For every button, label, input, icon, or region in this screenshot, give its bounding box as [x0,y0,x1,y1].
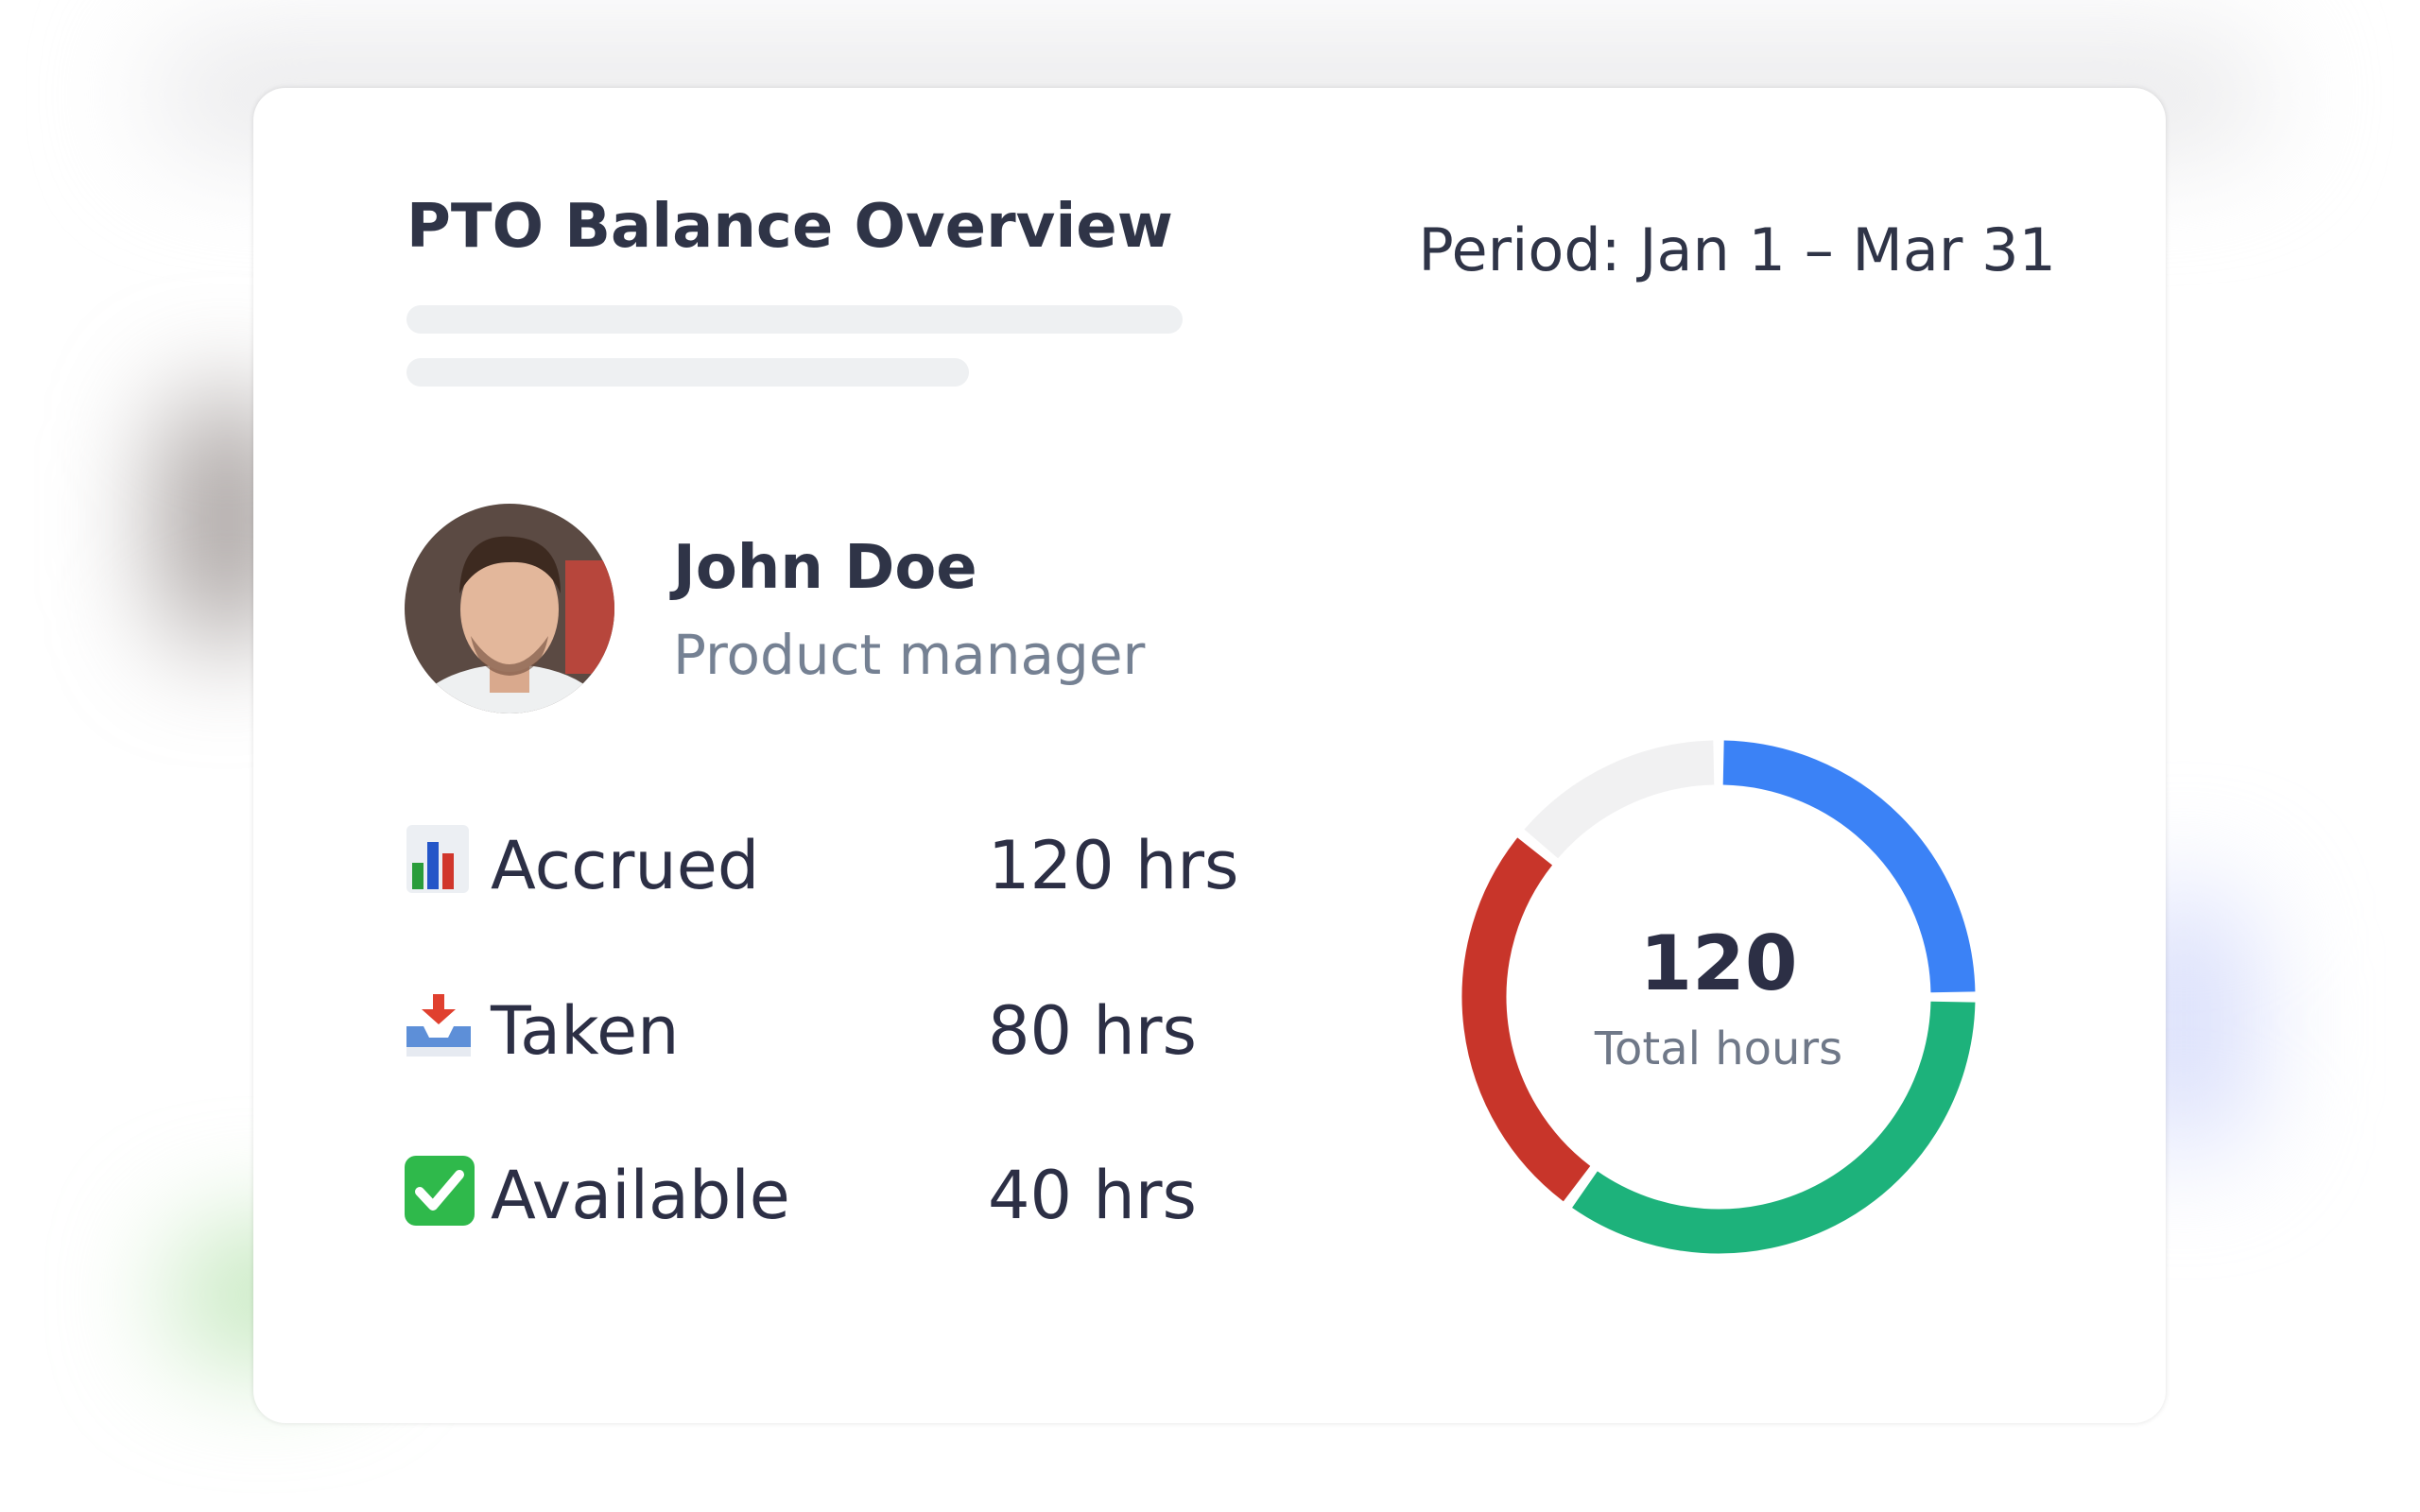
avatar [405,504,614,713]
profile-role: Product manager [673,623,1146,687]
stat-label: Accrued [491,827,760,904]
skeleton-line [406,358,969,387]
donut-segment [1461,837,1591,1202]
donut-center-value: 120 [1639,919,1798,1007]
donut-chart [1461,740,1976,1254]
profile-name: John Doe [673,533,977,603]
donut-segment [1572,1001,1976,1254]
taken-icon [406,994,471,1057]
title: PTO Balance Overview [406,192,1173,262]
donut-center-label: Total hours [1594,1022,1843,1075]
stat-label: Taken [491,992,680,1070]
period: Period: Jan 1 – Mar 31 [1418,215,2056,284]
donut-segment [1524,740,1715,859]
stat-value: 120 hrs [988,827,1239,904]
stat-value: 40 hrs [988,1157,1197,1234]
available-icon [405,1156,475,1226]
stat-label: Available [491,1157,790,1234]
stat-value: 80 hrs [988,992,1197,1070]
pto-card: PTO Balance Overview Period: Jan 1 – Mar… [253,88,2166,1423]
donut-segment [1722,740,1976,993]
skeleton-line [406,305,1183,334]
accrued-icon [406,825,469,893]
